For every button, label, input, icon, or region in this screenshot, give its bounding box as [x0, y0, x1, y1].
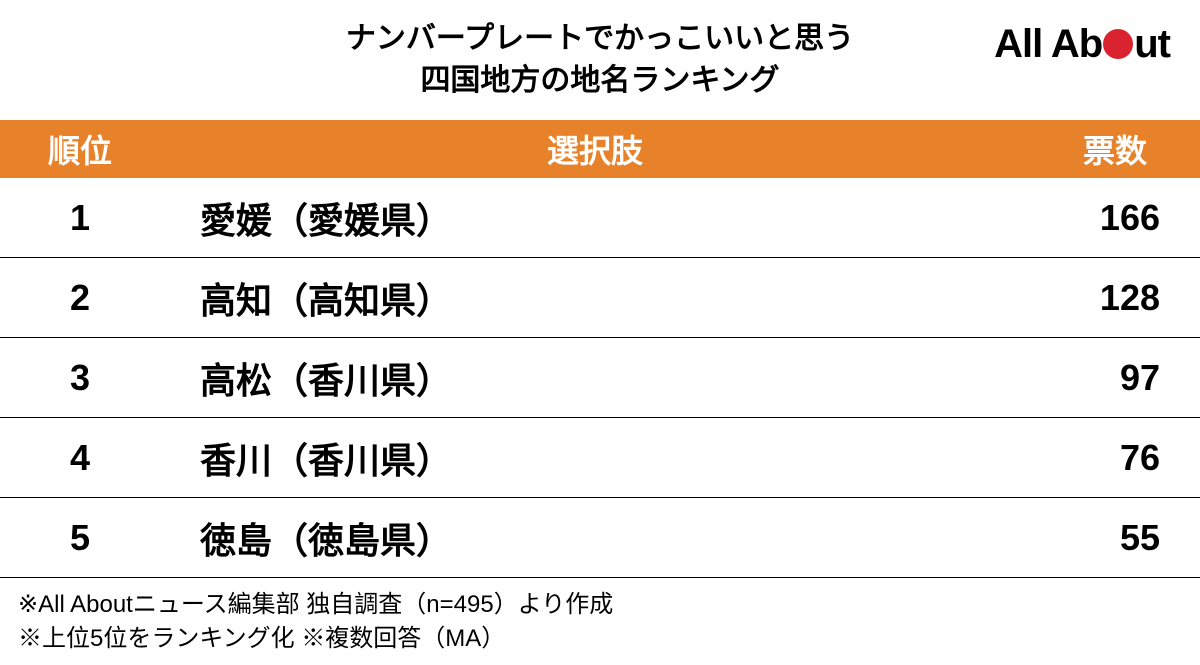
header-rank: 順位	[0, 126, 160, 172]
cell-choice: 香川（香川県）	[160, 432, 1030, 484]
cell-votes: 55	[1030, 517, 1200, 559]
table-row: 5 徳島（徳島県） 55	[0, 498, 1200, 578]
cell-choice: 徳島（徳島県）	[160, 512, 1030, 564]
cell-choice: 高松（香川県）	[160, 352, 1030, 404]
header: ナンバープレートでかっこいいと思う 四国地方の地名ランキング All Ab ut	[0, 0, 1200, 120]
cell-choice: 愛媛（愛媛県）	[160, 192, 1030, 244]
cell-votes: 76	[1030, 437, 1200, 479]
cell-votes: 128	[1030, 277, 1200, 319]
footnotes: ※All Aboutニュース編集部 独自調査（n=495）より作成 ※上位5位を…	[0, 578, 1200, 665]
footnote-line-1: ※All Aboutニュース編集部 独自調査（n=495）より作成	[18, 588, 1182, 622]
cell-rank: 1	[0, 197, 160, 239]
title-line-1: ナンバープレートでかっこいいと思う	[346, 18, 854, 60]
table-row: 3 高松（香川県） 97	[0, 338, 1200, 418]
table-row: 2 高知（高知県） 128	[0, 258, 1200, 338]
logo-dot-icon	[1103, 29, 1133, 59]
cell-votes: 97	[1030, 357, 1200, 399]
cell-rank: 2	[0, 277, 160, 319]
header-votes: 票数	[1030, 126, 1200, 172]
ranking-table: 順位 選択肢 票数 1 愛媛（愛媛県） 166 2 高知（高知県） 128 3 …	[0, 120, 1200, 578]
page-title: ナンバープレートでかっこいいと思う 四国地方の地名ランキング	[346, 18, 854, 102]
table-header-row: 順位 選択肢 票数	[0, 120, 1200, 178]
logo-text-part1: All Ab	[994, 22, 1102, 67]
title-line-2: 四国地方の地名ランキング	[346, 60, 854, 102]
cell-rank: 3	[0, 357, 160, 399]
logo-text-part2: ut	[1134, 22, 1170, 67]
allabout-logo: All Ab ut	[994, 22, 1170, 67]
cell-choice: 高知（高知県）	[160, 272, 1030, 324]
cell-rank: 4	[0, 437, 160, 479]
cell-votes: 166	[1030, 197, 1200, 239]
header-choice: 選択肢	[160, 126, 1030, 172]
cell-rank: 5	[0, 517, 160, 559]
table-row: 4 香川（香川県） 76	[0, 418, 1200, 498]
table-row: 1 愛媛（愛媛県） 166	[0, 178, 1200, 258]
